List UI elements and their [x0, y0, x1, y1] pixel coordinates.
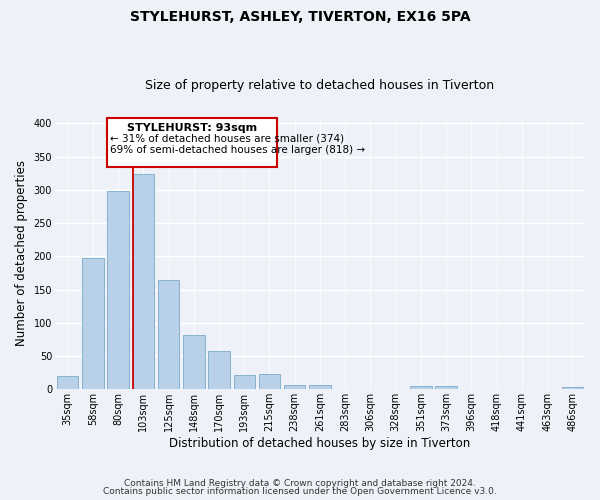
Bar	[208, 352, 230, 390]
Bar	[133, 174, 154, 390]
Bar	[562, 388, 583, 390]
Bar	[259, 374, 280, 390]
Bar	[410, 386, 431, 390]
Text: Contains public sector information licensed under the Open Government Licence v3: Contains public sector information licen…	[103, 487, 497, 496]
Bar	[158, 280, 179, 390]
X-axis label: Distribution of detached houses by size in Tiverton: Distribution of detached houses by size …	[169, 437, 470, 450]
Y-axis label: Number of detached properties: Number of detached properties	[15, 160, 28, 346]
Bar	[436, 386, 457, 390]
Text: STYLEHURST, ASHLEY, TIVERTON, EX16 5PA: STYLEHURST, ASHLEY, TIVERTON, EX16 5PA	[130, 10, 470, 24]
Text: ← 31% of detached houses are smaller (374): ← 31% of detached houses are smaller (37…	[110, 134, 344, 143]
Text: Contains HM Land Registry data © Crown copyright and database right 2024.: Contains HM Land Registry data © Crown c…	[124, 478, 476, 488]
Title: Size of property relative to detached houses in Tiverton: Size of property relative to detached ho…	[145, 79, 494, 92]
Bar	[82, 258, 104, 390]
Bar	[284, 384, 305, 390]
Bar	[107, 191, 129, 390]
Bar	[233, 376, 255, 390]
Bar	[183, 336, 205, 390]
FancyBboxPatch shape	[107, 118, 277, 166]
Text: STYLEHURST: 93sqm: STYLEHURST: 93sqm	[127, 124, 257, 134]
Text: 69% of semi-detached houses are larger (818) →: 69% of semi-detached houses are larger (…	[110, 144, 365, 154]
Bar	[57, 376, 79, 390]
Bar	[309, 386, 331, 390]
